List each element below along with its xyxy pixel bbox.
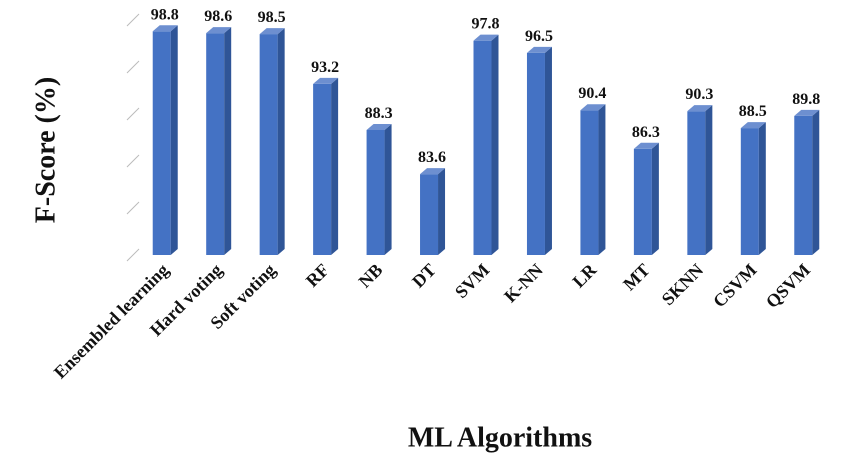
bar-front [526,52,545,256]
bar-side [491,34,499,256]
bar-top [580,104,606,111]
value-label: 86.3 [632,124,660,141]
value-label: 96.5 [525,28,553,45]
grid-line [126,154,140,168]
x-tick-label: RF [302,260,333,291]
x-tick-label: LR [568,259,601,292]
bar-side [224,27,232,255]
x-tick-label: SKNN [658,260,708,310]
bar-side [277,28,285,255]
grid-line [126,201,140,215]
x-tick-label: DT [408,260,440,292]
bar-side [331,77,339,255]
grid-line [126,13,140,27]
bar-side [170,25,178,256]
bar-front [259,34,278,255]
bar-front [473,40,492,256]
bar-front [687,111,706,256]
bar-front [794,115,813,255]
bar-top [633,142,659,149]
x-tick-label: SVM [451,260,493,302]
value-label: 98.6 [204,8,232,25]
value-label: 97.8 [472,16,500,33]
bar-front [633,148,652,255]
value-label: 89.8 [792,91,820,108]
value-label: 90.4 [578,85,606,102]
x-tick-label: K-NN [500,260,547,307]
grid-line [126,248,140,262]
bar-top [313,77,339,84]
bar-front [313,83,332,255]
bar-side [544,46,552,256]
bar-front [420,174,439,255]
value-label: 98.8 [151,6,179,23]
bar-front [580,110,599,256]
grid-line [126,107,140,121]
bar-front [366,129,385,255]
bar-top [206,27,232,34]
bar-side [384,123,392,255]
bar-side [598,104,606,256]
value-label: 88.3 [365,105,393,122]
x-axis-title: ML Algorithms [408,422,592,453]
bar-top [473,34,499,41]
value-label: 98.5 [258,9,286,26]
bar-top [740,122,766,129]
x-tick-label: QSVM [762,260,814,312]
x-tick-label: MT [619,260,654,295]
bar-front [152,31,171,256]
x-tick-label: NB [355,260,387,292]
bar-side [651,142,659,255]
bar-top [152,25,178,32]
bar-side [705,105,713,256]
value-label: 90.3 [685,86,713,103]
y-axis-title: F-Score (%) [30,77,61,223]
x-tick-label: CSVM [709,260,761,312]
bar-top [420,168,446,175]
bar-front [206,33,225,255]
bar-top [687,105,713,112]
value-label: 83.6 [418,149,446,166]
bar-side [758,122,766,255]
value-label: 93.2 [311,59,339,76]
grid-line [126,60,140,74]
value-label: 88.5 [739,103,767,120]
bar-top [526,46,552,53]
bar-top [794,109,820,116]
bar-top [366,123,392,130]
bar-front [740,128,759,255]
bar-side [812,109,820,255]
bar-side [438,168,446,255]
bar-top [259,28,285,35]
